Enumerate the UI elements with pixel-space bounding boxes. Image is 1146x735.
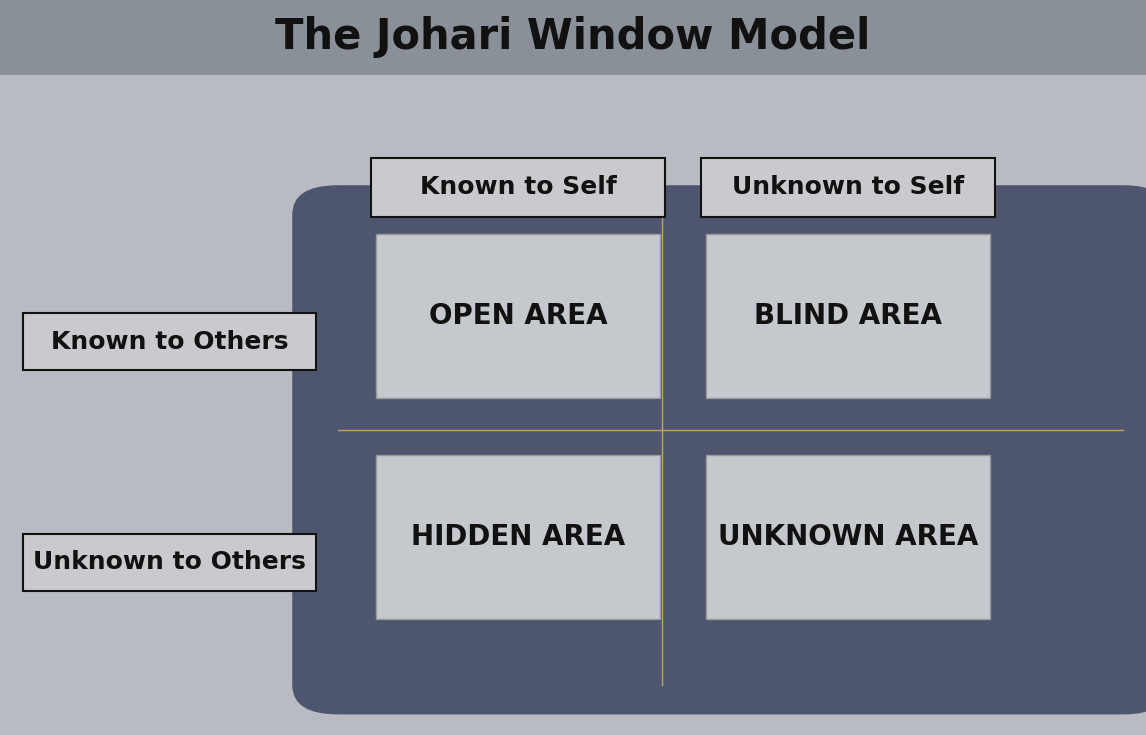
Text: OPEN AREA: OPEN AREA xyxy=(429,302,607,330)
Text: BLIND AREA: BLIND AREA xyxy=(754,302,942,330)
FancyBboxPatch shape xyxy=(371,158,665,217)
FancyBboxPatch shape xyxy=(701,158,995,217)
FancyBboxPatch shape xyxy=(376,234,660,398)
FancyBboxPatch shape xyxy=(0,0,1146,75)
Text: Unknown to Self: Unknown to Self xyxy=(732,176,964,199)
Text: The Johari Window Model: The Johari Window Model xyxy=(275,16,871,59)
FancyBboxPatch shape xyxy=(292,185,1146,714)
Text: Known to Others: Known to Others xyxy=(50,330,289,354)
FancyBboxPatch shape xyxy=(23,313,316,370)
FancyBboxPatch shape xyxy=(706,234,990,398)
FancyBboxPatch shape xyxy=(23,534,316,591)
Text: Unknown to Others: Unknown to Others xyxy=(33,551,306,574)
Text: UNKNOWN AREA: UNKNOWN AREA xyxy=(717,523,979,551)
FancyBboxPatch shape xyxy=(706,454,990,619)
Text: Known to Self: Known to Self xyxy=(419,176,617,199)
FancyBboxPatch shape xyxy=(376,454,660,619)
Text: HIDDEN AREA: HIDDEN AREA xyxy=(411,523,625,551)
